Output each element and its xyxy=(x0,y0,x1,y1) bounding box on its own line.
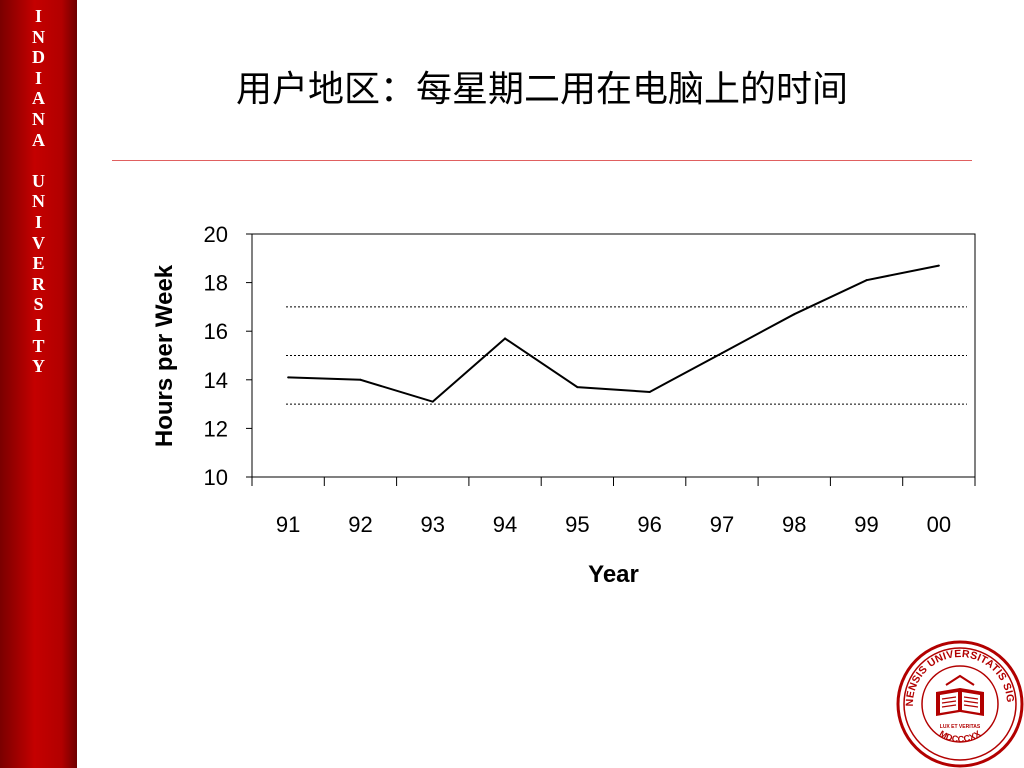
y-axis-title: Hours per Week xyxy=(151,264,178,447)
data-point xyxy=(431,400,434,403)
sidebar-letter: A xyxy=(32,129,45,150)
sidebar-letter: N xyxy=(32,191,45,212)
sidebar-letter: A xyxy=(32,88,45,109)
y-tick-label: 18 xyxy=(204,271,228,296)
sidebar-letter: T xyxy=(32,335,45,356)
sidebar-letter: I xyxy=(34,6,42,26)
series-line xyxy=(288,264,940,403)
x-tick-label: 91 xyxy=(276,512,300,537)
data-point xyxy=(287,376,290,379)
y-tick-label: 12 xyxy=(204,416,228,441)
data-point xyxy=(576,386,579,389)
x-tick-label: 94 xyxy=(493,512,517,537)
x-tick-label: 93 xyxy=(421,512,445,537)
x-axis-title: Year xyxy=(588,561,639,588)
sidebar-letter: R xyxy=(32,273,45,294)
sidebar-letter: N xyxy=(32,108,45,129)
line-chart: 10 12 14 16 18 20 91 92 93 94 95 96 97 98 99 00 Year Hour… xyxy=(151,222,976,588)
x-tick-label: 92 xyxy=(348,512,372,537)
y-tick-label: 14 xyxy=(204,368,228,393)
university-seal-logo: INDIANENSIS UNIVERSITATIS SIGILLUM MDCCC… xyxy=(896,640,1024,768)
x-tick-label: 97 xyxy=(710,512,734,537)
title-divider xyxy=(112,160,972,161)
svg-text:MDCCCXX: MDCCCXX xyxy=(938,728,983,744)
sidebar-letter: S xyxy=(33,294,44,315)
data-point xyxy=(865,279,868,282)
sidebar-letter: Y xyxy=(32,356,45,377)
sidebar-letter: N xyxy=(32,26,45,47)
y-tick-label: 16 xyxy=(204,319,228,344)
sidebar-letter: U xyxy=(32,170,45,191)
x-tick-label: 98 xyxy=(782,512,806,537)
y-tick-label: 10 xyxy=(204,465,228,490)
x-tick-label: 00 xyxy=(927,512,951,537)
seal-motto: LUX ET VERITAS xyxy=(940,724,981,730)
sidebar-letter: D xyxy=(32,47,45,68)
sidebar-letter: V xyxy=(32,232,45,253)
sidebar-letter: E xyxy=(32,253,45,274)
sidebar-letter: I xyxy=(34,67,42,88)
data-point xyxy=(793,313,796,316)
sidebar-letter: I xyxy=(34,211,42,232)
seal-year-text: MDCCCXX xyxy=(938,728,983,744)
y-tick-label: 20 xyxy=(204,222,228,247)
slide-title: 用户地区：每星期二用在电脑上的时间 xyxy=(235,69,848,110)
data-point xyxy=(504,337,507,340)
x-tick-label: 96 xyxy=(637,512,661,537)
x-tick-label: 95 xyxy=(565,512,589,537)
data-point xyxy=(720,352,723,355)
open-book-icon xyxy=(936,674,984,716)
data-point xyxy=(937,264,940,267)
data-point xyxy=(648,390,651,393)
sidebar-letter: I xyxy=(34,314,42,335)
x-tick-label: 99 xyxy=(854,512,878,537)
data-point xyxy=(359,378,362,381)
